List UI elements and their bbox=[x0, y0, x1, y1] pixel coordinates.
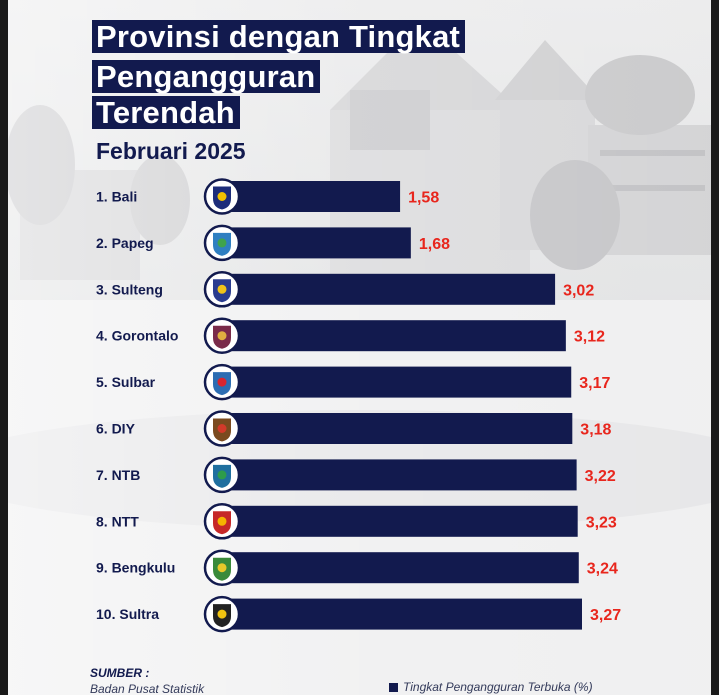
bali-emblem-icon bbox=[203, 178, 241, 215]
bar bbox=[230, 459, 577, 491]
bar bbox=[230, 366, 572, 398]
sulbar-emblem-icon bbox=[203, 363, 241, 401]
title-line-3: Terendah bbox=[92, 96, 240, 129]
category-label: 5. Sulbar bbox=[96, 374, 156, 390]
bar-row: 7. NTB 3,22 bbox=[96, 456, 616, 494]
bar-row: 8. NTT 3,23 bbox=[96, 503, 617, 540]
value-label: 3,12 bbox=[574, 329, 605, 346]
frame-edge-left bbox=[0, 0, 8, 695]
bar bbox=[230, 273, 556, 305]
legend: Tingkat Pengangguran Terbuka (%) bbox=[389, 680, 593, 694]
category-label: 6. DIY bbox=[96, 421, 136, 437]
value-label: 3,24 bbox=[587, 561, 618, 578]
category-label: 3. Sulteng bbox=[96, 281, 163, 297]
frame-edge-right bbox=[711, 0, 719, 695]
bengkulu-emblem-icon bbox=[203, 549, 241, 586]
value-label: 1,58 bbox=[408, 190, 439, 207]
bar bbox=[230, 181, 401, 212]
papeg-emblem-icon bbox=[203, 224, 241, 262]
category-label: 4. Gorontalo bbox=[96, 328, 178, 344]
ntt-emblem-icon bbox=[203, 503, 241, 540]
category-label: 8. NTT bbox=[96, 513, 139, 529]
value-label: 3,17 bbox=[579, 375, 610, 392]
diy-emblem-icon bbox=[203, 410, 241, 447]
bar bbox=[230, 552, 579, 584]
value-label: 3,22 bbox=[585, 468, 616, 485]
bar-row: 10. Sultra 3,27 bbox=[96, 595, 621, 633]
category-label: 9. Bengkulu bbox=[96, 560, 175, 576]
value-label: 1,68 bbox=[419, 236, 450, 253]
bar bbox=[230, 413, 573, 444]
bar-row: 4. Gorontalo 3,12 bbox=[96, 317, 605, 354]
source-text: Badan Pusat Statistik bbox=[90, 682, 205, 695]
category-label: 2. Papeg bbox=[96, 235, 154, 251]
value-label: 3,18 bbox=[580, 422, 611, 439]
ntb-emblem-icon bbox=[203, 456, 241, 494]
title-line-1: Provinsi dengan Tingkat bbox=[92, 20, 466, 53]
bar-row: 6. DIY 3,18 bbox=[96, 410, 612, 447]
value-label: 3,02 bbox=[563, 282, 594, 299]
bar-row: 9. Bengkulu 3,24 bbox=[96, 549, 618, 586]
bar-row: 5. Sulbar 3,17 bbox=[96, 363, 610, 401]
legend-label: Tingkat Pengangguran Terbuka (%) bbox=[403, 680, 593, 694]
bar-row: 1. Bali 1,58 bbox=[96, 178, 439, 215]
bar bbox=[230, 227, 411, 259]
bar bbox=[230, 320, 566, 352]
category-label: 7. NTB bbox=[96, 467, 140, 483]
bar bbox=[230, 598, 582, 630]
value-label: 3,27 bbox=[590, 607, 621, 624]
bar-row: 2. Papeg 1,68 bbox=[96, 224, 450, 262]
title-line-2: Pengangguran bbox=[92, 60, 321, 93]
gorontalo-emblem-icon bbox=[203, 317, 241, 354]
category-label: 1. Bali bbox=[96, 189, 137, 205]
sulteng-emblem-icon bbox=[203, 271, 241, 308]
subtitle: Februari 2025 bbox=[96, 138, 246, 164]
bar bbox=[230, 505, 578, 537]
legend-swatch bbox=[389, 682, 398, 692]
sultra-emblem-icon bbox=[203, 595, 241, 633]
value-label: 3,23 bbox=[586, 514, 617, 531]
category-label: 10. Sultra bbox=[96, 606, 159, 622]
bar-row: 3. Sulteng 3,02 bbox=[96, 271, 594, 308]
source-title: SUMBER : bbox=[90, 666, 150, 680]
